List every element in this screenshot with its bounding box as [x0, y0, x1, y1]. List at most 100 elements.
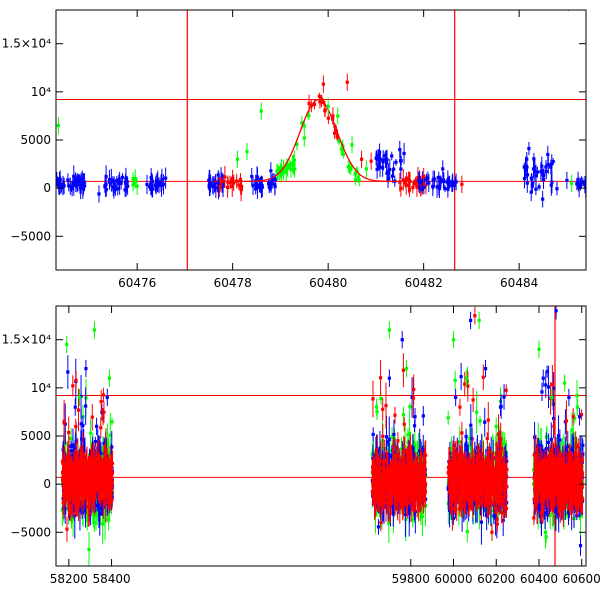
data-point-red	[384, 404, 388, 408]
data-point-red	[104, 462, 108, 466]
data-point-blue	[254, 187, 258, 191]
data-point-blue	[421, 414, 425, 418]
data-point-red	[93, 485, 97, 490]
data-point-blue	[266, 182, 271, 186]
data-point-blue	[386, 455, 391, 459]
data-point-red	[383, 460, 387, 464]
data-point-red	[89, 461, 93, 465]
data-point-blue	[215, 186, 220, 190]
data-point-red	[87, 493, 91, 497]
data-point-blue	[145, 182, 149, 187]
data-point-red	[412, 181, 416, 186]
data-point-red	[239, 187, 243, 191]
data-point-green	[284, 167, 288, 171]
data-point-red	[386, 477, 390, 481]
data-point-blue	[446, 177, 450, 182]
data-point-blue	[541, 197, 545, 201]
data-point-green	[56, 123, 60, 128]
data-point-red	[77, 472, 81, 477]
data-point-blue	[542, 173, 546, 177]
data-point-blue	[207, 182, 212, 186]
data-point-green	[475, 410, 479, 414]
data-point-blue	[411, 451, 415, 456]
data-point-red	[108, 464, 112, 468]
data-point-blue	[427, 181, 431, 185]
data-point-blue	[254, 183, 259, 187]
data-point-green	[490, 509, 494, 513]
data-point-green	[107, 518, 111, 522]
data-point-red	[384, 495, 388, 500]
data-point-red	[62, 421, 66, 425]
data-point-green	[101, 448, 105, 452]
data-point-red	[74, 424, 78, 429]
data-point-blue	[79, 186, 83, 190]
data-point-green	[411, 517, 415, 521]
data-point-blue	[56, 181, 58, 185]
data-point-blue	[73, 445, 77, 450]
data-point-red	[377, 490, 382, 494]
data-point-red	[80, 490, 84, 494]
data-point-blue	[98, 511, 102, 515]
data-point-green	[131, 176, 135, 181]
data-point-blue	[422, 185, 426, 190]
data-point-green	[390, 435, 394, 439]
data-point-red	[223, 175, 227, 179]
data-point-blue	[422, 177, 427, 181]
data-point-red	[106, 495, 110, 499]
data-point-red	[106, 473, 111, 477]
data-point-red	[399, 186, 403, 190]
y-tick-label: 10⁴	[31, 85, 51, 99]
data-point-red	[66, 469, 70, 473]
data-point-blue	[544, 169, 548, 174]
data-point-green	[356, 175, 360, 179]
data-point-red	[345, 80, 349, 84]
data-point-blue	[271, 177, 275, 181]
data-point-red	[88, 464, 92, 468]
data-point-blue	[407, 512, 411, 516]
data-point-blue	[75, 181, 79, 185]
data-point-blue	[535, 170, 540, 174]
data-point-red	[381, 467, 385, 471]
data-point-red	[381, 498, 385, 503]
data-point-blue	[156, 182, 160, 186]
data-point-red	[71, 496, 75, 500]
data-point-red	[73, 473, 77, 477]
data-point-blue	[420, 447, 425, 452]
data-point-red	[81, 484, 85, 488]
data-point-blue	[149, 184, 154, 188]
data-point-green	[284, 170, 288, 174]
top-panel: 60476 60478 60480 60482 60484 −5000 0 5000 10⁴ 1.…	[2, 9, 587, 290]
data-point-red	[64, 482, 68, 487]
data-point-blue	[420, 187, 424, 191]
data-point-red	[92, 496, 96, 500]
data-point-red	[64, 493, 68, 498]
data-point-blue	[445, 180, 449, 184]
data-point-blue	[534, 174, 538, 178]
data-point-blue	[537, 185, 541, 189]
data-point-red	[411, 396, 416, 400]
data-point-red	[374, 486, 378, 491]
data-point-red	[401, 368, 406, 372]
data-point-green	[101, 522, 105, 526]
data-point-red	[396, 494, 400, 498]
data-point-blue	[583, 182, 586, 187]
bottom-panel: 58200 58400 59800 60000 60200 60400 60600−5000…	[2, 305, 600, 586]
data-point-red	[110, 484, 114, 488]
data-point-red	[105, 468, 109, 472]
data-point-blue	[374, 466, 378, 471]
data-point-red	[402, 422, 406, 426]
data-point-red	[62, 492, 66, 496]
data-point-blue	[522, 176, 527, 181]
data-point-red	[408, 446, 413, 450]
y-tick-label: 0	[43, 181, 51, 195]
data-point-red	[407, 483, 411, 487]
data-point-blue	[387, 464, 391, 469]
data-point-blue	[72, 174, 76, 178]
data-point-green	[293, 167, 297, 171]
data-point-blue	[376, 525, 381, 529]
data-point-blue	[546, 152, 550, 157]
data-point-red	[104, 500, 108, 505]
data-point-blue	[454, 180, 458, 184]
data-point-red	[76, 499, 80, 504]
